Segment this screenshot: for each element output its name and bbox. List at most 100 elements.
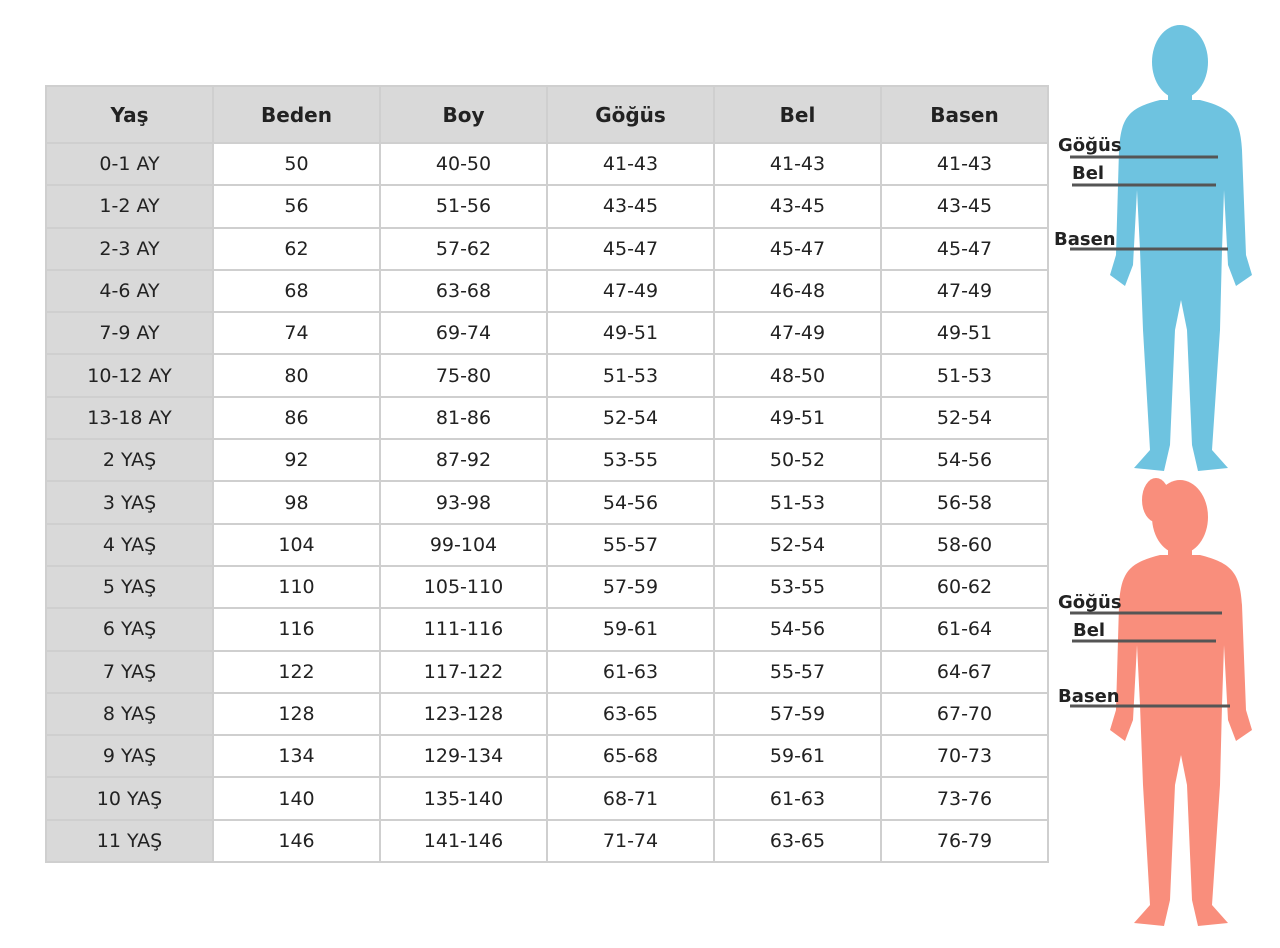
cell: 116 <box>212 607 381 652</box>
cell: 49-51 <box>880 311 1049 356</box>
boy-figure <box>1110 25 1252 471</box>
cell: 67-70 <box>880 691 1049 737</box>
cell: 69-74 <box>379 311 548 356</box>
cell: 51-56 <box>379 184 548 229</box>
table-row: 4 YAŞ 104 99-104 55-57 52-54 58-60 <box>45 522 1049 567</box>
table-row: 3 YAŞ 98 93-98 54-56 51-53 56-58 <box>45 480 1049 525</box>
cell: 49-51 <box>546 311 715 356</box>
cell: 73-76 <box>880 776 1049 821</box>
cell: 141-146 <box>379 818 548 864</box>
cell: 58-60 <box>880 522 1049 567</box>
cell: 135-140 <box>379 776 548 821</box>
cell: 52-54 <box>713 522 882 567</box>
cell: 63-65 <box>713 818 882 864</box>
cell: 104 <box>212 522 381 567</box>
age-cell: 2 YAŞ <box>45 438 214 483</box>
cell: 87-92 <box>379 438 548 483</box>
cell: 123-128 <box>379 691 548 737</box>
cell: 57-59 <box>546 564 715 610</box>
cell: 43-45 <box>546 184 715 229</box>
girl-figure <box>1110 478 1252 926</box>
cell: 41-43 <box>546 141 715 187</box>
cell: 71-74 <box>546 818 715 864</box>
age-cell: 0-1 AY <box>45 141 214 187</box>
cell: 43-45 <box>880 184 1049 229</box>
cell: 99-104 <box>379 522 548 567</box>
table-row: 8 YAŞ 128 123-128 63-65 57-59 67-70 <box>45 691 1049 737</box>
cell: 49-51 <box>713 395 882 441</box>
cell: 62 <box>212 226 381 271</box>
age-cell: 6 YAŞ <box>45 607 214 652</box>
cell: 55-57 <box>546 522 715 567</box>
cell: 61-63 <box>713 776 882 821</box>
header-cell: Bel <box>713 85 882 144</box>
cell: 45-47 <box>713 226 882 271</box>
cell: 110 <box>212 564 381 610</box>
table-row: 9 YAŞ 134 129-134 65-68 59-61 70-73 <box>45 734 1049 779</box>
table-row: 5 YAŞ 110 105-110 57-59 53-55 60-62 <box>45 564 1049 610</box>
table-row: 1-2 AY 56 51-56 43-45 43-45 43-45 <box>45 184 1049 229</box>
table-row: 4-6 AY 68 63-68 47-49 46-48 47-49 <box>45 268 1049 314</box>
table-row: 7-9 AY 74 69-74 49-51 47-49 49-51 <box>45 311 1049 356</box>
header-cell: Beden <box>212 85 381 144</box>
cell: 55-57 <box>713 649 882 694</box>
cell: 57-59 <box>713 691 882 737</box>
cell: 134 <box>212 734 381 779</box>
cell: 61-63 <box>546 649 715 694</box>
cell: 146 <box>212 818 381 864</box>
figure-label: Basen <box>1054 229 1116 250</box>
age-cell: 4-6 AY <box>45 268 214 314</box>
cell: 54-56 <box>880 438 1049 483</box>
cell: 41-43 <box>880 141 1049 187</box>
measure-lines <box>1070 155 1230 708</box>
age-cell: 1-2 AY <box>45 184 214 229</box>
cell: 105-110 <box>379 564 548 610</box>
cell: 75-80 <box>379 353 548 398</box>
cell: 60-62 <box>880 564 1049 610</box>
age-cell: 7 YAŞ <box>45 649 214 694</box>
cell: 93-98 <box>379 480 548 525</box>
cell: 74 <box>212 311 381 356</box>
figure-label: Bel <box>1073 620 1105 641</box>
size-table: Yaş Beden Boy Göğüs Bel Basen 0-1 AY 50 40-50 41-… <box>45 85 1049 864</box>
cell: 59-61 <box>546 607 715 652</box>
cell: 64-67 <box>880 649 1049 694</box>
cell: 128 <box>212 691 381 737</box>
cell: 111-116 <box>379 607 548 652</box>
cell: 56 <box>212 184 381 229</box>
cell: 81-86 <box>379 395 548 441</box>
age-cell: 10 YAŞ <box>45 776 214 821</box>
cell: 47-49 <box>880 268 1049 314</box>
header-cell: Boy <box>379 85 548 144</box>
cell: 65-68 <box>546 734 715 779</box>
cell: 117-122 <box>379 649 548 694</box>
table-row: 7 YAŞ 122 117-122 61-63 55-57 64-67 <box>45 649 1049 694</box>
cell: 48-50 <box>713 353 882 398</box>
age-cell: 8 YAŞ <box>45 691 214 737</box>
cell: 54-56 <box>713 607 882 652</box>
age-cell: 9 YAŞ <box>45 734 214 779</box>
cell: 40-50 <box>379 141 548 187</box>
cell: 53-55 <box>546 438 715 483</box>
cell: 61-64 <box>880 607 1049 652</box>
header-cell: Basen <box>880 85 1049 144</box>
cell: 46-48 <box>713 268 882 314</box>
cell: 129-134 <box>379 734 548 779</box>
cell: 45-47 <box>546 226 715 271</box>
table-row: 13-18 AY 86 81-86 52-54 49-51 52-54 <box>45 395 1049 441</box>
table-row: 0-1 AY 50 40-50 41-43 41-43 41-43 <box>45 141 1049 187</box>
age-cell: 5 YAŞ <box>45 564 214 610</box>
cell: 52-54 <box>880 395 1049 441</box>
cell: 140 <box>212 776 381 821</box>
figure-label: Basen <box>1058 686 1120 707</box>
cell: 76-79 <box>880 818 1049 864</box>
cell: 68-71 <box>546 776 715 821</box>
cell: 51-53 <box>713 480 882 525</box>
cell: 54-56 <box>546 480 715 525</box>
cell: 122 <box>212 649 381 694</box>
cell: 52-54 <box>546 395 715 441</box>
cell: 47-49 <box>546 268 715 314</box>
cell: 53-55 <box>713 564 882 610</box>
age-cell: 10-12 AY <box>45 353 214 398</box>
